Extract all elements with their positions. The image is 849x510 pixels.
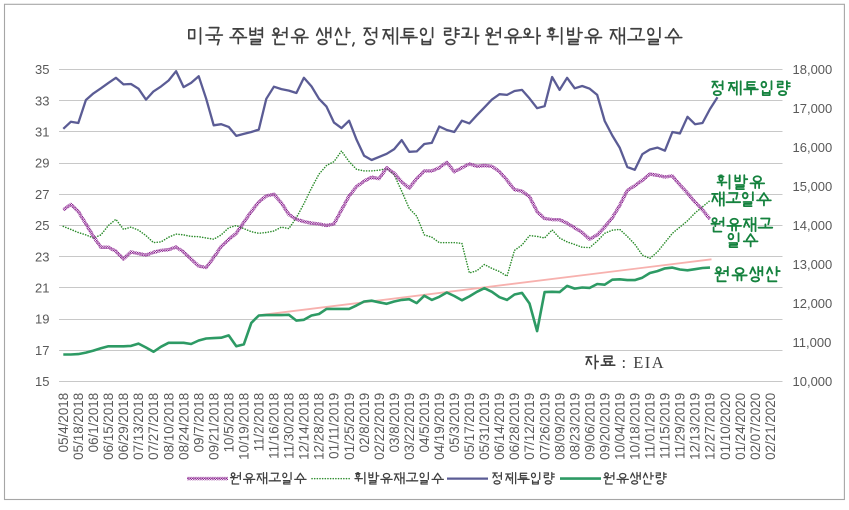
svg-text:01/10/2020: 01/10/2020 [718, 393, 733, 460]
svg-text:06/14/2019: 06/14/2019 [492, 393, 507, 460]
svg-text:31: 31 [35, 125, 49, 140]
svg-text:13,000: 13,000 [793, 257, 833, 272]
svg-text:27: 27 [35, 187, 49, 202]
svg-text:04/19/2019: 04/19/2019 [432, 393, 447, 460]
svg-text:05/31/2019: 05/31/2019 [477, 393, 492, 460]
svg-text:02/21/2020: 02/21/2020 [763, 393, 778, 460]
svg-text:11/15/2019: 11/15/2019 [658, 393, 673, 459]
svg-text:11/16/2018: 11/16/2018 [267, 393, 282, 459]
svg-text:10,000: 10,000 [793, 374, 833, 389]
svg-text:05/17/2019: 05/17/2019 [462, 393, 477, 460]
svg-text:08/23/2019: 08/23/2019 [567, 393, 582, 460]
svg-text:07/27/2018: 07/27/2018 [146, 393, 161, 460]
svg-text:16,000: 16,000 [793, 140, 833, 155]
svg-text:19: 19 [35, 312, 49, 327]
svg-text:01/25/2019: 01/25/2019 [342, 393, 357, 460]
svg-text:23: 23 [35, 249, 49, 264]
svg-text:11/2/2018: 11/2/2018 [252, 393, 267, 452]
svg-text:09/20/2019: 09/20/2019 [597, 393, 612, 460]
svg-text:05/4/2018: 05/4/2018 [56, 393, 71, 453]
svg-text:35: 35 [35, 62, 49, 77]
svg-text:07/12/2019: 07/12/2019 [522, 393, 537, 460]
svg-text:11/30/2018: 11/30/2018 [282, 393, 297, 459]
svg-text:07/13/2018: 07/13/2018 [131, 393, 146, 460]
svg-text:10/04/2019: 10/04/2019 [613, 393, 628, 460]
svg-text:17: 17 [35, 343, 49, 358]
svg-text:09/7/2018: 09/7/2018 [191, 393, 206, 453]
svg-text:15,000: 15,000 [793, 179, 833, 194]
svg-text:12/14/2018: 12/14/2018 [297, 393, 312, 460]
svg-text:06/29/2018: 06/29/2018 [116, 393, 131, 460]
svg-text:08/24/2018: 08/24/2018 [176, 393, 191, 460]
svg-text:11/29/2019: 11/29/2019 [673, 393, 688, 459]
svg-text:09/06/2019: 09/06/2019 [582, 393, 597, 460]
svg-text:03/8/2019: 03/8/2019 [387, 393, 402, 453]
svg-text:09/21/2018: 09/21/2018 [206, 393, 221, 460]
svg-text:12,000: 12,000 [793, 296, 833, 311]
svg-text:12/13/2019: 12/13/2019 [688, 393, 703, 460]
svg-text:10/18/2019: 10/18/2019 [628, 393, 643, 460]
svg-text:02/07/2020: 02/07/2020 [748, 393, 763, 460]
svg-text:02/8/2019: 02/8/2019 [357, 393, 372, 453]
svg-text:10/5/2018: 10/5/2018 [221, 393, 236, 453]
svg-text:02/22/2019: 02/22/2019 [372, 393, 387, 460]
svg-text:08/10/2018: 08/10/2018 [161, 393, 176, 460]
svg-text:11,000: 11,000 [793, 335, 832, 350]
svg-text:01/24/2020: 01/24/2020 [733, 393, 748, 460]
svg-text:: EIA: : EIA [622, 353, 666, 372]
svg-text:04/5/2019: 04/5/2019 [417, 393, 432, 453]
svg-text:29: 29 [35, 156, 49, 171]
svg-text:01/11/2019: 01/11/2019 [327, 393, 342, 459]
svg-text:15: 15 [35, 374, 49, 389]
svg-text:07/26/2019: 07/26/2019 [537, 393, 552, 460]
svg-text:14,000: 14,000 [793, 218, 833, 233]
svg-text:03/22/2019: 03/22/2019 [402, 393, 417, 460]
svg-text:11/01/2019: 11/01/2019 [643, 393, 658, 459]
svg-text:17,000: 17,000 [793, 101, 833, 116]
svg-text:05/18/2018: 05/18/2018 [71, 393, 86, 460]
svg-text:08/09/2019: 08/09/2019 [552, 393, 567, 460]
svg-text:12/27/2019: 12/27/2019 [703, 393, 718, 460]
svg-text:33: 33 [35, 93, 49, 108]
svg-text:12/28/2018: 12/28/2018 [312, 393, 327, 460]
svg-text:10/19/2018: 10/19/2018 [237, 393, 252, 460]
svg-text:18,000: 18,000 [793, 62, 833, 77]
svg-text:06/28/2019: 06/28/2019 [507, 393, 522, 460]
svg-text:21: 21 [35, 281, 49, 296]
svg-text:06/15/2018: 06/15/2018 [101, 393, 116, 460]
svg-text:25: 25 [35, 218, 49, 233]
svg-text:06/1/2018: 06/1/2018 [86, 393, 101, 453]
svg-text:05/3/2019: 05/3/2019 [447, 393, 462, 453]
